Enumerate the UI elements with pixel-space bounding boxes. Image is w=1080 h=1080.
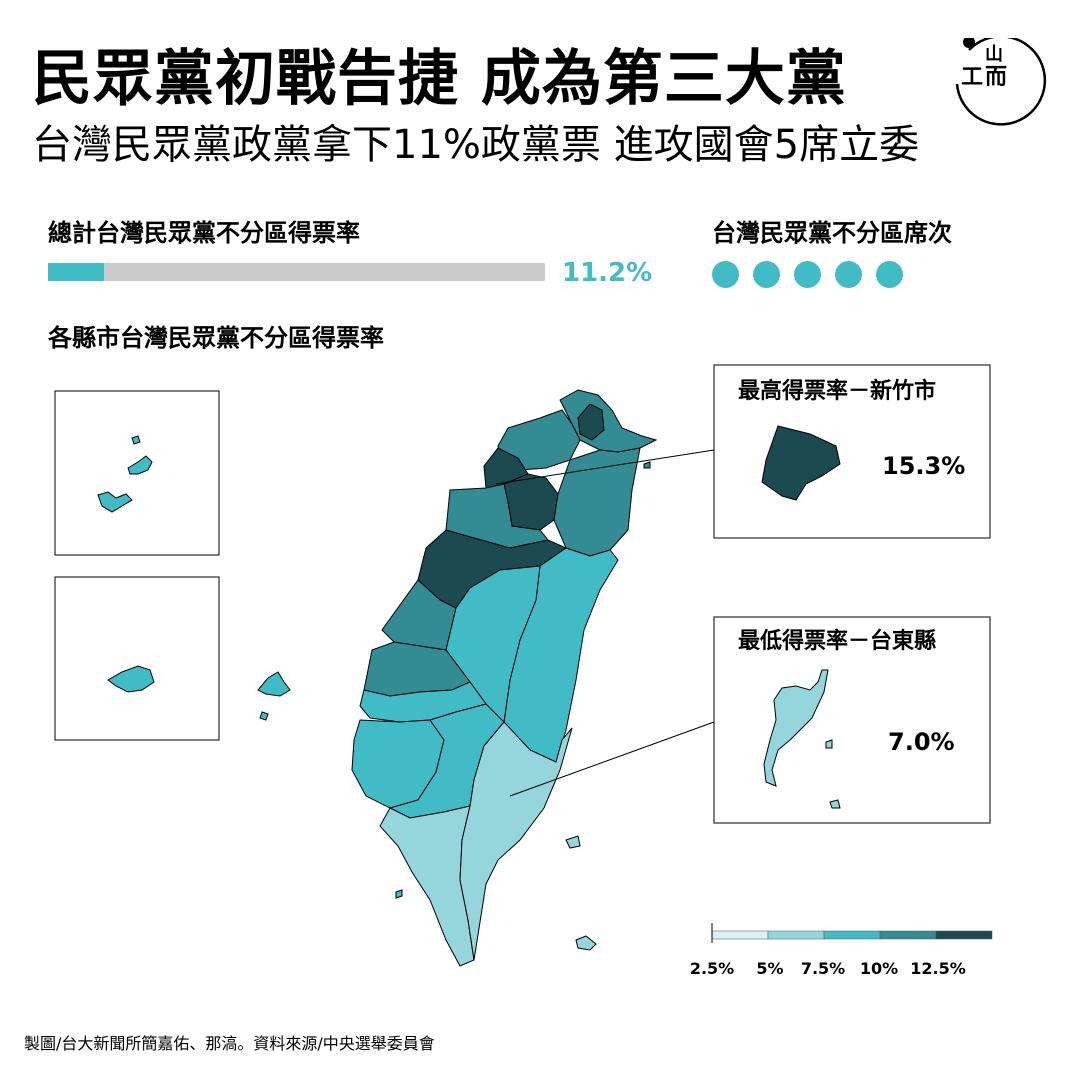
yilan-county bbox=[553, 447, 641, 557]
legend-label: 10% bbox=[860, 959, 898, 978]
legend-label: 12.5% bbox=[910, 959, 966, 978]
kinmen-islet bbox=[127, 455, 153, 475]
total-vote-bar-fill bbox=[48, 263, 104, 281]
orchid-island bbox=[575, 935, 597, 951]
total-vote-value: 11.2% bbox=[562, 258, 653, 288]
highest-callout-title: 最高得票率－新竹市 bbox=[738, 378, 936, 404]
kinmen-main-island bbox=[97, 491, 133, 513]
pingtung-county bbox=[379, 805, 475, 967]
seat-dot bbox=[712, 261, 739, 288]
highest-callout-frame bbox=[713, 364, 991, 539]
green-island-zoom bbox=[825, 739, 833, 749]
logo-text-top: 山 bbox=[985, 44, 1003, 65]
penghu-island bbox=[257, 671, 291, 697]
seat-dot bbox=[794, 261, 821, 288]
legend-label: 5% bbox=[756, 959, 783, 978]
leader-line-lowest bbox=[509, 721, 715, 797]
taipei-city bbox=[577, 403, 605, 441]
penghu-islet bbox=[259, 711, 269, 721]
seat-dot bbox=[753, 261, 780, 288]
page-title: 民眾黨初戰告捷 成為第三大黨 bbox=[32, 44, 847, 114]
logo-text-left: 工 bbox=[961, 65, 983, 90]
credit-line: 製圖/台大新聞所簡嘉佑、那滈。資料來源/中央選舉委員會 bbox=[24, 1034, 435, 1053]
lowest-callout-value: 7.0% bbox=[888, 728, 955, 756]
kinmen-islet-small bbox=[131, 435, 141, 445]
color-legend: 2.5% 5% 7.5% 10% 12.5% bbox=[690, 923, 993, 978]
total-vote-heading: 總計台灣民眾黨不分區得票率 bbox=[48, 219, 360, 247]
turtle-island bbox=[643, 461, 651, 469]
total-vote-bar-track bbox=[48, 263, 545, 281]
lowest-callout-frame bbox=[713, 616, 991, 824]
hsinchu-county bbox=[503, 473, 559, 531]
penghu-inset-frame bbox=[54, 576, 220, 741]
taitung-county-zoom-shape bbox=[763, 669, 829, 787]
green-island bbox=[565, 835, 581, 849]
leader-line-highest bbox=[495, 449, 715, 485]
lowest-callout-title: 最低得票率－台東縣 bbox=[738, 628, 936, 654]
hsinchu-city-zoom-shape bbox=[761, 425, 841, 501]
taiwan-county-choropleth-map: 最高得票率－新竹市 15.3% 最低得票率－台東縣 7.0% 2.5% 5% 7.5… bbox=[54, 364, 993, 978]
legend-swatch bbox=[879, 930, 937, 940]
legend-label: 2.5% bbox=[690, 959, 734, 978]
matsu-island bbox=[107, 665, 155, 693]
seats-heading: 台灣民眾黨不分區席次 bbox=[712, 219, 952, 247]
legend-label: 7.5% bbox=[801, 959, 845, 978]
legend-swatch bbox=[711, 930, 769, 940]
seat-dots bbox=[712, 261, 903, 288]
taitung-county-map bbox=[459, 721, 573, 961]
highest-callout-value: 15.3% bbox=[882, 452, 965, 480]
logo-text-right: 而 bbox=[985, 65, 1007, 90]
initium-media-logo-icon: 山 工 而 bbox=[955, 38, 1047, 126]
seat-dot bbox=[835, 261, 862, 288]
county-heading: 各縣市台灣民眾黨不分區得票率 bbox=[48, 324, 384, 352]
legend-swatch bbox=[767, 930, 825, 940]
legend-swatch bbox=[823, 930, 881, 940]
page-subtitle: 台灣民眾黨政黨拿下11%政黨票 進攻國會5席立委 bbox=[32, 122, 920, 168]
seat-dot bbox=[876, 261, 903, 288]
legend-swatch bbox=[935, 930, 993, 940]
orchid-island-zoom bbox=[829, 799, 841, 809]
liuqiu-island bbox=[395, 889, 403, 899]
